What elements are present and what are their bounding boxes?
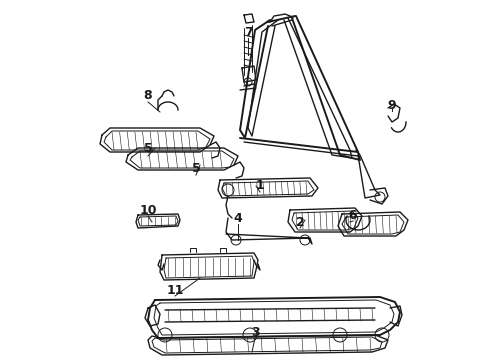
Text: 4: 4 xyxy=(234,212,243,225)
Text: 1: 1 xyxy=(256,179,265,192)
Text: 9: 9 xyxy=(388,99,396,112)
Text: 8: 8 xyxy=(144,89,152,102)
Text: 7: 7 xyxy=(244,26,252,39)
Text: 6: 6 xyxy=(349,208,357,221)
Text: 5: 5 xyxy=(144,141,152,154)
Text: 5: 5 xyxy=(192,162,200,175)
Text: 2: 2 xyxy=(295,216,304,229)
Text: 11: 11 xyxy=(166,284,184,297)
Text: 10: 10 xyxy=(139,203,157,216)
Text: 3: 3 xyxy=(251,325,259,338)
